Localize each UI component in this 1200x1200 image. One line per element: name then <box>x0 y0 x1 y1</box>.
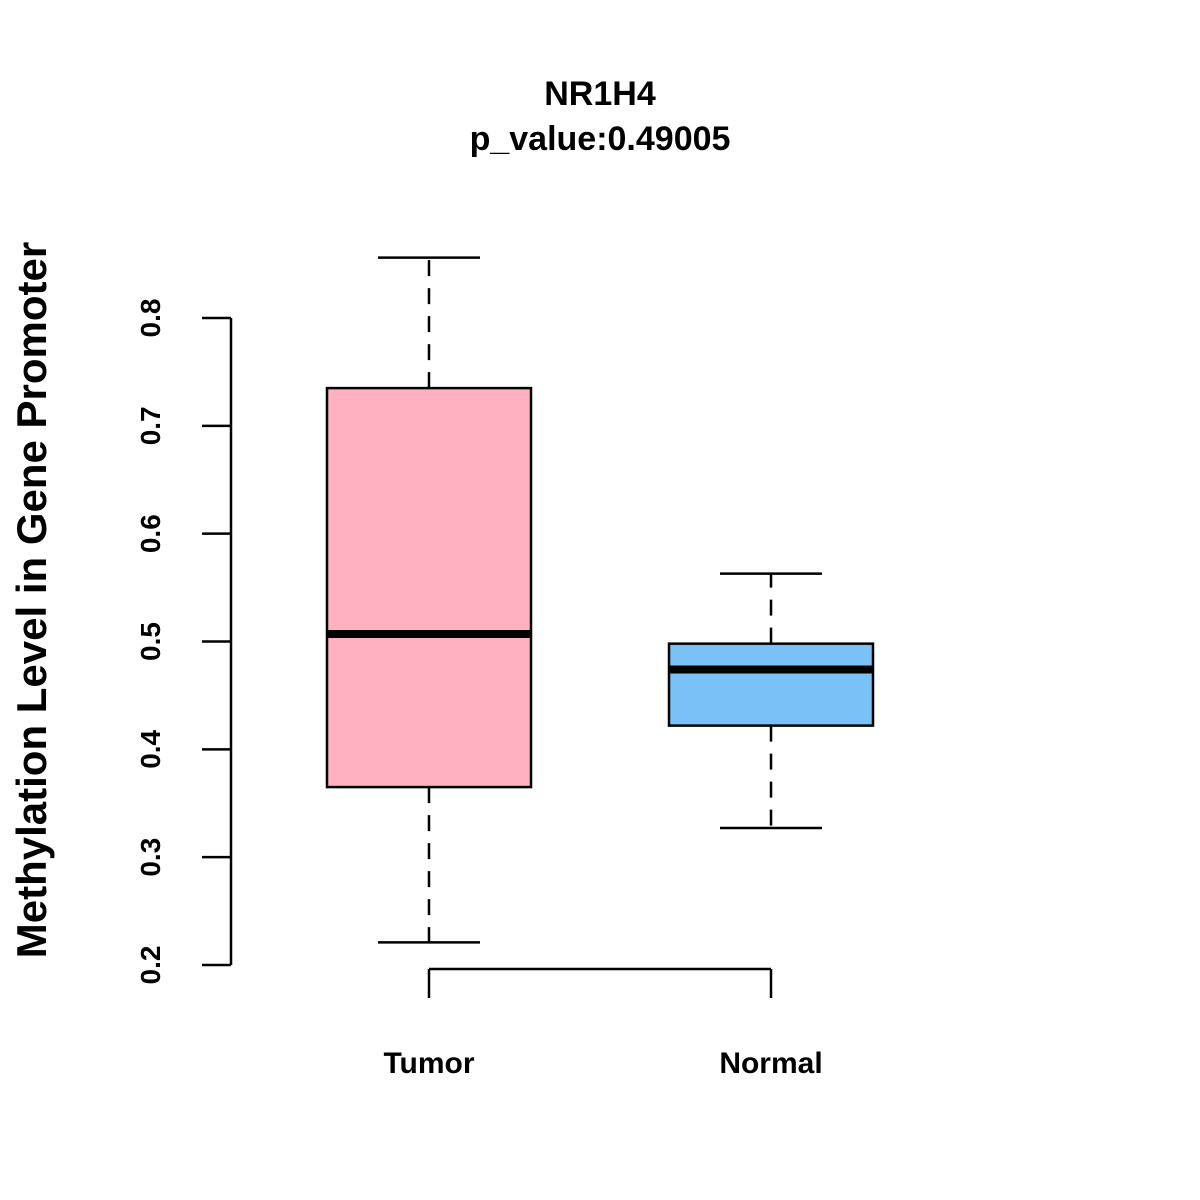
y-tick-label: 0.4 <box>135 729 166 768</box>
chart-title: NR1H4 <box>544 75 656 113</box>
y-axis: 0.2 0.3 0.4 0.5 0.6 0.7 0.8 <box>135 299 233 985</box>
y-axis-label: Methylation Level in Gene Promoter <box>8 242 55 958</box>
x-axis: Tumor Normal <box>383 967 823 1080</box>
boxes <box>325 256 875 944</box>
y-tick-label: 0.6 <box>135 514 166 553</box>
y-tick-label: 0.2 <box>135 946 166 985</box>
tumor-box <box>325 386 533 789</box>
x-tick-label-normal: Normal <box>719 1047 822 1080</box>
x-tick-label-tumor: Tumor <box>383 1047 474 1080</box>
y-tick-label: 0.7 <box>135 406 166 445</box>
normal-box <box>667 642 875 727</box>
y-tick-label: 0.3 <box>135 838 166 877</box>
y-tick-label: 0.8 <box>135 299 166 338</box>
y-tick-label: 0.5 <box>135 622 166 661</box>
chart-subtitle: p_value:0.49005 <box>470 120 731 158</box>
